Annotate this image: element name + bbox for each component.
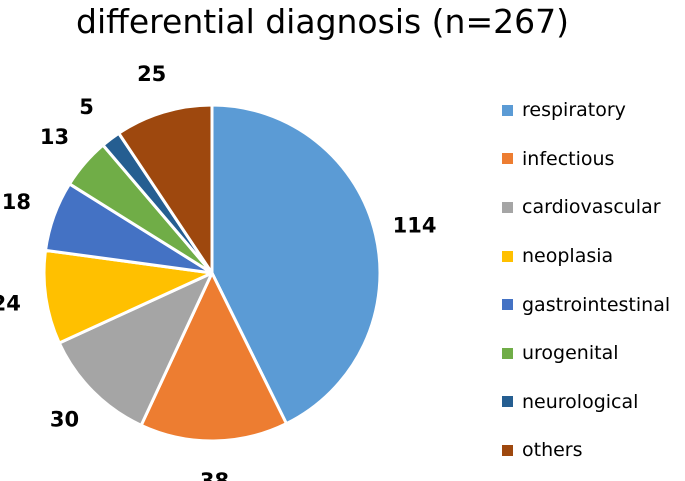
legend-item-gastrointestinal: gastrointestinal [502, 280, 670, 329]
data-label-gastrointestinal: 18 [2, 190, 31, 214]
legend-item-cardiovascular: cardiovascular [502, 183, 670, 232]
data-label-others: 25 [137, 62, 166, 86]
data-label-neoplasia: 24 [0, 291, 21, 315]
legend-item-infectious: infectious [502, 135, 670, 184]
legend-label: neurological [522, 390, 639, 413]
legend-item-neoplasia: neoplasia [502, 232, 670, 281]
legend-item-others: others [502, 426, 670, 475]
legend-swatch [502, 444, 513, 456]
pie-slice-others [117, 103, 214, 275]
legend-label: gastrointestinal [522, 293, 671, 316]
legend-label: neoplasia [522, 245, 614, 268]
pie-slice-neoplasia [42, 248, 214, 345]
data-label-neurological: 5 [79, 95, 94, 119]
legend-swatch [502, 201, 513, 213]
pie-slice-infectious [139, 271, 288, 443]
data-label-urogenital: 13 [40, 125, 69, 149]
legend: respiratory infectious cardiovascular neopl… [502, 86, 670, 475]
legend-swatch [502, 153, 513, 165]
legend-item-respiratory: respiratory [502, 86, 670, 135]
legend-swatch [502, 396, 513, 408]
pie-slice-cardiovascular [57, 271, 214, 427]
legend-item-neurological: neurological [502, 378, 670, 427]
legend-swatch [502, 347, 513, 359]
legend-item-urogenital: urogenital [502, 329, 670, 378]
legend-label: respiratory [522, 99, 626, 122]
legend-label: cardiovascular [522, 196, 661, 219]
legend-swatch [502, 250, 513, 262]
legend-label: infectious [522, 147, 615, 170]
data-label-respiratory: 114 [393, 214, 437, 238]
legend-swatch [502, 299, 513, 311]
legend-label: urogenital [522, 342, 619, 365]
chart-title: differential diagnosis (n=267) [76, 2, 569, 41]
legend-swatch [502, 104, 513, 116]
data-label-cardiovascular: 30 [50, 408, 79, 432]
pie-slices [42, 103, 382, 443]
data-label-infectious: 38 [200, 469, 229, 481]
pie-data-labels: 114 38 30 24 18 13 5 25 [0, 62, 436, 481]
legend-label: others [522, 439, 583, 462]
pie-slice-respiratory [210, 103, 382, 426]
